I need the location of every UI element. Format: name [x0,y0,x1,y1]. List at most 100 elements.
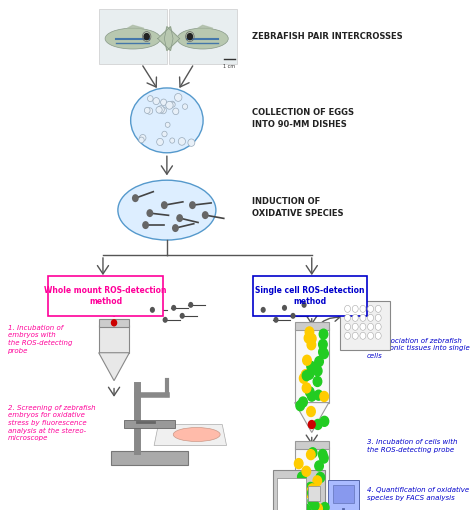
Polygon shape [99,325,129,353]
Circle shape [345,332,351,339]
Circle shape [360,332,366,339]
Circle shape [302,507,311,511]
Circle shape [306,482,315,493]
Circle shape [308,488,316,498]
Circle shape [298,472,306,482]
FancyBboxPatch shape [99,9,167,63]
Ellipse shape [165,122,170,127]
Circle shape [302,467,310,476]
Circle shape [306,387,314,397]
Circle shape [314,503,322,511]
Ellipse shape [162,131,167,137]
Circle shape [319,453,328,463]
Circle shape [307,450,315,459]
Circle shape [294,458,303,469]
Ellipse shape [160,107,166,114]
Text: 3. Incubation of cells with
the ROS-detecting probe: 3. Incubation of cells with the ROS-dete… [367,439,458,453]
Circle shape [308,334,316,343]
FancyBboxPatch shape [169,9,237,63]
Circle shape [309,421,315,429]
Ellipse shape [153,98,160,105]
Circle shape [319,347,327,357]
Circle shape [320,349,328,359]
Circle shape [367,306,374,312]
Circle shape [367,314,374,321]
FancyBboxPatch shape [295,322,329,330]
Circle shape [367,332,374,339]
Circle shape [314,390,323,400]
FancyBboxPatch shape [99,319,129,327]
Ellipse shape [174,94,182,101]
FancyBboxPatch shape [48,276,163,316]
FancyBboxPatch shape [333,485,355,503]
Circle shape [172,224,179,232]
Polygon shape [154,425,227,446]
Circle shape [282,305,287,311]
Ellipse shape [177,28,228,49]
Circle shape [144,34,149,39]
FancyBboxPatch shape [295,442,329,450]
Text: Whole mount ROS-detection
method: Whole mount ROS-detection method [44,286,167,306]
Circle shape [319,329,328,339]
Circle shape [319,450,327,459]
Circle shape [273,317,279,323]
Ellipse shape [156,107,162,113]
Circle shape [375,332,381,339]
Circle shape [308,484,317,494]
Circle shape [299,397,307,407]
Circle shape [146,209,153,217]
Polygon shape [99,353,129,381]
Polygon shape [198,26,213,28]
Text: 1. Incubation of
embryos with
the ROS-detecting
probe: 1. Incubation of embryos with the ROS-de… [8,325,72,354]
Text: 2. Screening of zebrafish
embryos for oxidative
stress by fluorescence
analysis : 2. Screening of zebrafish embryos for ox… [8,405,95,441]
Circle shape [307,407,315,416]
Text: ZEBRAFISH PAIR INTERCROSSES: ZEBRAFISH PAIR INTERCROSSES [252,32,403,41]
Ellipse shape [188,139,195,146]
Circle shape [310,501,319,510]
Text: 4. Quantification of oxidative
species by FACS analysis: 4. Quantification of oxidative species b… [367,487,469,501]
Circle shape [308,496,317,506]
Ellipse shape [173,108,179,114]
Text: 1 cm: 1 cm [223,63,235,68]
Ellipse shape [139,137,144,143]
Circle shape [302,370,311,381]
Circle shape [315,461,323,471]
Circle shape [301,302,307,308]
Ellipse shape [178,137,185,145]
Circle shape [345,306,351,312]
Polygon shape [295,448,329,511]
Circle shape [375,323,381,330]
Circle shape [261,307,266,313]
Circle shape [296,401,304,411]
Circle shape [360,314,366,321]
Ellipse shape [166,101,173,109]
Text: INDUCTION OF
OXIDATIVE SPECIES: INDUCTION OF OXIDATIVE SPECIES [252,197,344,218]
Circle shape [313,366,322,376]
Circle shape [202,211,209,219]
FancyBboxPatch shape [111,451,188,466]
Circle shape [352,323,358,330]
Circle shape [305,369,314,379]
Circle shape [360,323,366,330]
Circle shape [308,391,316,401]
Circle shape [313,476,321,486]
Circle shape [176,214,183,222]
Ellipse shape [157,138,164,146]
Circle shape [375,314,381,321]
Circle shape [315,357,323,366]
Circle shape [316,473,325,482]
Circle shape [303,355,311,365]
Circle shape [367,323,374,330]
Polygon shape [295,403,329,432]
Circle shape [307,361,315,371]
Circle shape [352,332,358,339]
Ellipse shape [170,102,175,107]
Circle shape [352,306,358,312]
Circle shape [171,305,176,311]
Polygon shape [295,328,329,403]
Circle shape [375,306,381,312]
Ellipse shape [139,134,146,141]
Circle shape [163,317,168,323]
Ellipse shape [131,88,203,153]
Circle shape [320,502,329,511]
